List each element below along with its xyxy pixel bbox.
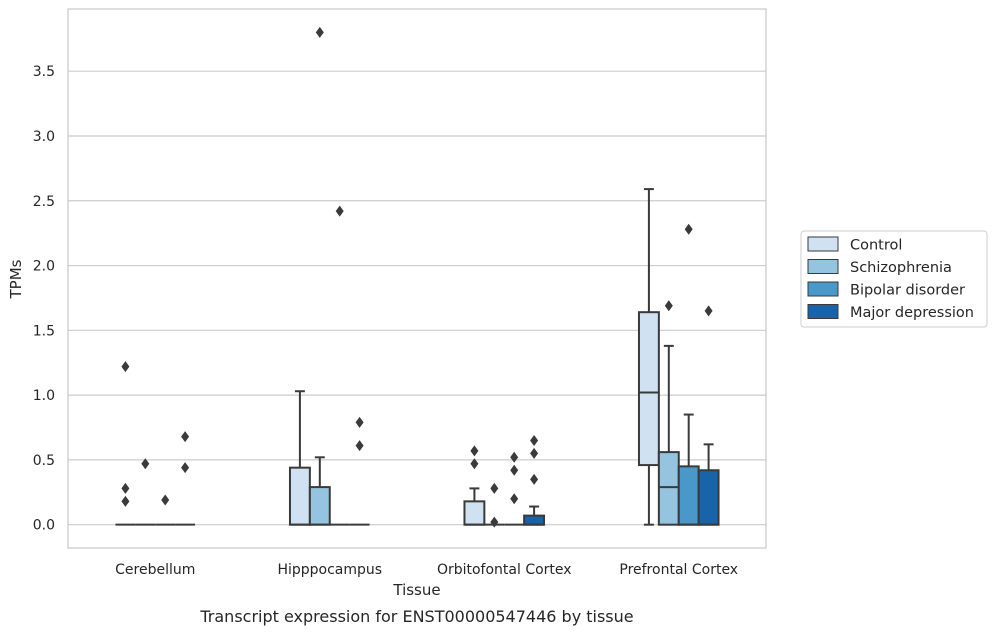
box-body — [463, 500, 486, 526]
outlier-point — [490, 516, 499, 528]
outlier-point — [121, 482, 130, 494]
box-body — [637, 311, 660, 467]
outlier-point — [470, 458, 479, 470]
legend-label-control: Control — [850, 238, 902, 254]
outlier-point — [181, 462, 190, 474]
x-axis-title: Tissue — [392, 581, 440, 599]
y-tick-label: 2.0 — [33, 259, 55, 275]
y-tick-label: 0.0 — [33, 518, 55, 534]
outlier-point — [470, 445, 479, 457]
legend-swatch-schizophrenia — [807, 259, 839, 274]
outlier-point — [335, 205, 344, 217]
grid-lines — [68, 70, 766, 526]
x-tick-label-cerebellum: Cerebellum — [115, 562, 195, 578]
box-body — [288, 466, 311, 526]
y-tick-label: 1.5 — [33, 323, 55, 339]
boxes — [115, 188, 720, 526]
legend-label-schizophrenia: Schizophrenia — [850, 260, 952, 276]
y-axis-title: TPMs — [7, 259, 25, 299]
box-major-depression-orbitofontal-cortex — [523, 505, 546, 526]
box-body — [523, 514, 546, 526]
legend: Control Schizophrenia Bipolar disorder Majo… — [800, 230, 988, 328]
outlier-point — [355, 440, 364, 452]
outlier-point — [664, 300, 673, 312]
box-control-orbitofontal-cortex — [463, 487, 486, 526]
y-tick-label: 2.5 — [33, 194, 55, 210]
outlier-point — [161, 494, 170, 506]
legend-swatch-control — [807, 236, 839, 252]
outlier-point — [684, 223, 693, 235]
box-body — [697, 469, 720, 526]
outlier-point — [121, 361, 130, 373]
legend-frame — [800, 230, 988, 328]
y-tick-label: 3.5 — [33, 64, 55, 80]
outlier-point — [141, 458, 150, 470]
box-body — [677, 465, 700, 526]
y-tick-labels: 0.0 0.5 1.0 1.5 2.0 2.5 3.0 3.5 — [33, 64, 55, 533]
outlier-point — [181, 431, 190, 443]
box-schizophrenia-prefrontal-cortex — [657, 344, 680, 526]
box-schizophrenia-hipppocampus — [308, 456, 331, 526]
outlier-point — [510, 493, 519, 505]
chart-caption: Transcript expression for ENST0000054744… — [199, 607, 633, 626]
plot-frame — [67, 8, 767, 549]
outlier-point — [490, 482, 499, 494]
outlier-point — [530, 473, 539, 485]
legend-swatch-major-depression — [807, 304, 839, 319]
outlier-point — [530, 434, 539, 446]
box-control-prefrontal-cortex — [637, 188, 660, 526]
outlier-point — [704, 305, 713, 317]
box-control-hipppocampus — [288, 390, 311, 526]
box-body — [657, 451, 680, 526]
y-tick-label: 0.5 — [33, 453, 55, 469]
x-tick-labels: Cerebellum Hipppocampus Orbitofontal Corte… — [115, 562, 738, 578]
box-bipolar-disorder-prefrontal-cortex — [677, 413, 700, 526]
outliers — [121, 26, 713, 528]
box-major-depression-prefrontal-cortex — [697, 443, 720, 526]
y-tick-label: 3.0 — [33, 129, 55, 145]
outlier-point — [510, 451, 519, 463]
outlier-point — [530, 447, 539, 459]
outlier-point — [510, 464, 519, 476]
x-tick-label-prefrontal-cortex: Prefrontal Cortex — [619, 562, 738, 578]
y-tick-label: 1.0 — [33, 388, 55, 404]
legend-label-bipolar-disorder: Bipolar disorder — [850, 283, 965, 299]
box-body — [308, 486, 331, 526]
outlier-point — [121, 495, 130, 507]
legend-swatch-bipolar-disorder — [807, 281, 839, 297]
x-tick-label-orbitofontal-cortex: Orbitofontal Cortex — [437, 562, 572, 578]
legend-label-major-depression: Major depression — [850, 305, 974, 321]
outlier-point — [355, 416, 364, 428]
x-tick-label-hipppocampus: Hipppocampus — [277, 562, 382, 578]
outlier-point — [315, 26, 324, 38]
